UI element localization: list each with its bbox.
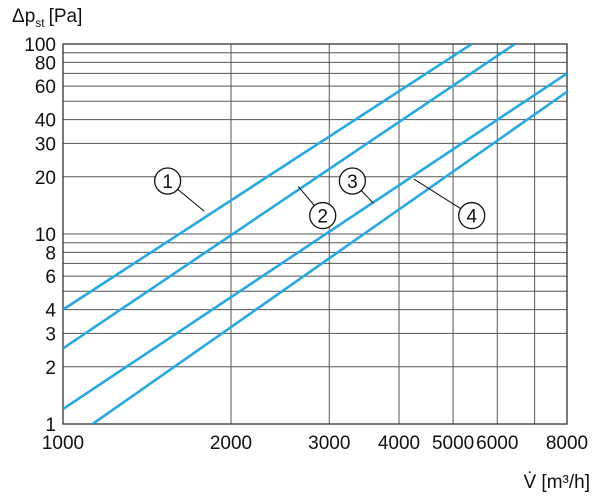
y-tick-label: 8	[45, 243, 56, 264]
series-line-3	[63, 72, 567, 411]
x-tick-label: 8000	[546, 433, 588, 454]
y-axis-label-subscript: st	[35, 16, 45, 30]
curve-label-leader-3	[360, 190, 374, 204]
x-tick-label: 2000	[210, 433, 252, 454]
y-tick-label: 10	[35, 225, 56, 246]
curve-label-circle-2	[309, 201, 337, 230]
y-tick-label: 80	[35, 53, 56, 74]
series-line-1	[63, 44, 473, 311]
y-tick-label: 20	[35, 168, 56, 189]
curve-label-4: 4	[466, 207, 477, 228]
x-axis-label: V̇ [m³/h]	[523, 472, 590, 493]
series-layer	[63, 44, 567, 424]
x-tick-label: 5000	[432, 433, 474, 454]
y-axis-label-symbol: Δp	[12, 6, 35, 27]
curve-label-leader-2	[297, 186, 315, 206]
y-tick-label: 4	[45, 301, 56, 322]
grid-lines	[62, 43, 568, 425]
y-tick-label: 6	[45, 267, 56, 288]
plot-frame	[62, 43, 568, 425]
y-tick-label: 60	[35, 77, 56, 98]
curve-label-3: 3	[347, 172, 358, 193]
x-tick-label: 3000	[308, 433, 350, 454]
curve-label-1: 1	[162, 172, 173, 193]
curve-label-leader-1	[177, 188, 205, 212]
curve-label-circle-3	[338, 167, 367, 195]
y-tick-label: 30	[35, 134, 56, 155]
y-tick-label: 40	[35, 111, 56, 132]
x-tick-label: 1000	[42, 433, 84, 454]
y-tick-label: 3	[45, 324, 56, 345]
y-axis-label-unit: [Pa]	[49, 6, 83, 27]
y-tick-label: 100	[24, 35, 56, 56]
y-tick-label: 2	[45, 358, 56, 379]
curve-label-circle-1	[154, 167, 182, 195]
curve-label-2: 2	[317, 207, 328, 228]
x-tick-label: 4000	[378, 433, 420, 454]
curve-labels: 1 23 4	[154, 167, 486, 230]
x-tick-label: 6000	[476, 433, 518, 454]
x-tick-labels: 1000 2000 3000 4000 5000 6000 8000	[42, 433, 588, 454]
y-axis-label: Δpst [Pa]	[12, 6, 82, 30]
curve-label-leader-4	[413, 178, 462, 210]
series-line-4	[91, 90, 567, 424]
curve-label-circle-4	[458, 201, 486, 230]
y-tick-label: 1	[45, 415, 56, 436]
series-line-2	[63, 44, 516, 350]
